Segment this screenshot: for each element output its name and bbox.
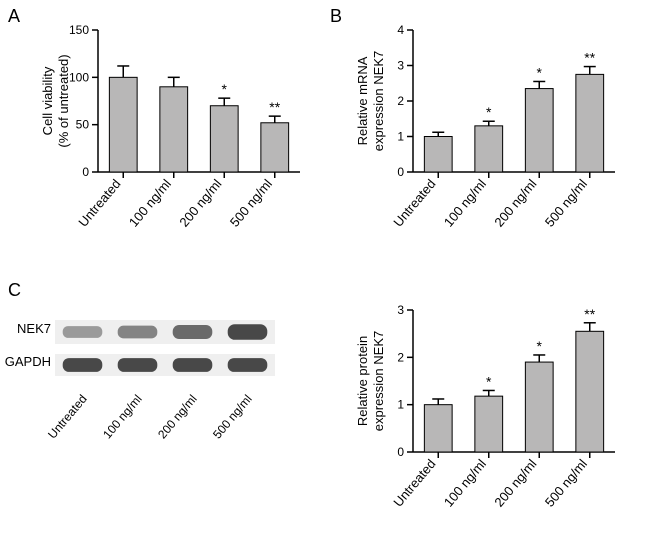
svg-text:200 ng/ml: 200 ng/ml — [491, 176, 539, 229]
svg-text:100 ng/ml: 100 ng/ml — [441, 176, 489, 229]
svg-text:Untreated: Untreated — [75, 176, 123, 229]
svg-text:100 ng/ml: 100 ng/ml — [126, 176, 174, 229]
panel-label-b: B — [330, 6, 342, 27]
svg-text:expression NEK7: expression NEK7 — [371, 331, 386, 431]
svg-text:Untreated: Untreated — [390, 176, 438, 229]
svg-text:*: * — [222, 81, 228, 97]
chart-mrna-nek7: 0 1 2 3 4 Relative mRNAexpression NEK7 Untreat… — [355, 20, 625, 250]
svg-text:1: 1 — [397, 130, 404, 144]
svg-text:**: ** — [584, 306, 595, 322]
svg-text:4: 4 — [397, 23, 404, 37]
svg-text:expression NEK7: expression NEK7 — [371, 51, 386, 151]
blot-strip — [55, 320, 275, 344]
svg-text:3: 3 — [397, 59, 404, 73]
svg-text:*: * — [537, 338, 543, 354]
svg-text:2: 2 — [397, 350, 404, 364]
svg-text:0: 0 — [397, 445, 404, 459]
svg-text:500 ng/ml: 500 ng/ml — [542, 456, 590, 509]
svg-text:1: 1 — [397, 398, 404, 412]
svg-text:500 ng/ml: 500 ng/ml — [542, 176, 590, 229]
svg-text:**: ** — [584, 50, 595, 66]
blot-row-label: NEK7 — [3, 321, 51, 336]
svg-text:3: 3 — [397, 303, 404, 317]
svg-text:500 ng/ml: 500 ng/ml — [227, 176, 275, 229]
chart-cell-viability: 0 50 100 150 Cell viability(% of untreated) U… — [40, 20, 310, 250]
svg-text:Relative mRNA: Relative mRNA — [355, 56, 370, 145]
svg-text:**: ** — [269, 99, 280, 115]
svg-text:200 ng/ml: 200 ng/ml — [176, 176, 224, 229]
svg-text:Relative protein: Relative protein — [355, 336, 370, 426]
svg-text:0: 0 — [397, 165, 404, 179]
svg-text:0: 0 — [82, 165, 89, 179]
svg-text:50: 50 — [76, 118, 90, 132]
svg-text:*: * — [537, 64, 543, 80]
svg-text:200 ng/ml: 200 ng/ml — [491, 456, 539, 509]
svg-text:(% of untreated): (% of untreated) — [56, 54, 71, 147]
blot-row-label: GAPDH — [3, 354, 51, 369]
svg-text:2: 2 — [397, 94, 404, 108]
panel-label-a: A — [8, 6, 20, 27]
svg-text:Untreated: Untreated — [390, 456, 438, 509]
svg-text:Cell viability: Cell viability — [40, 66, 55, 135]
svg-text:*: * — [486, 104, 492, 120]
svg-text:150: 150 — [69, 23, 89, 37]
svg-text:100 ng/ml: 100 ng/ml — [441, 456, 489, 509]
panel-label-c: C — [8, 280, 21, 301]
svg-text:*: * — [486, 373, 492, 389]
chart-protein-nek7: 0 1 2 3 Relative proteinexpression NEK7 Untre… — [355, 300, 625, 530]
svg-text:100: 100 — [69, 70, 89, 84]
